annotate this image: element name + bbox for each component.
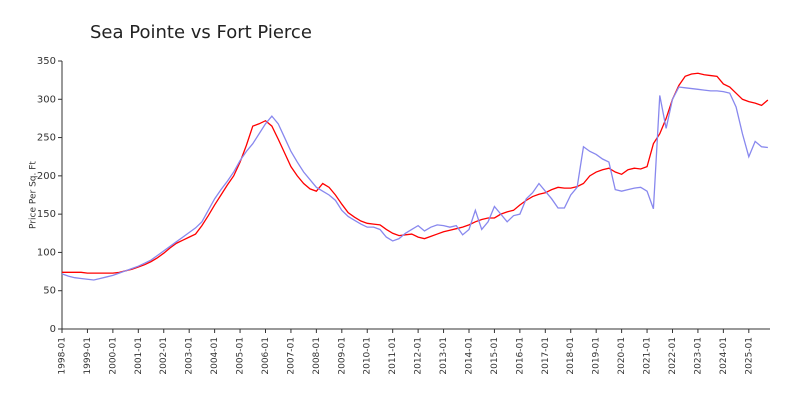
y-tick-label: 150 [37, 209, 56, 220]
y-tick-label: 300 [37, 94, 56, 105]
x-tick-label: 2008-01 [312, 337, 322, 375]
x-tick-label: 2001-01 [134, 337, 144, 375]
series-line [62, 72, 769, 274]
x-tick-label: 2006-01 [261, 337, 271, 375]
y-tick-label: 350 [37, 56, 56, 67]
x-tick-label: 2010-01 [363, 337, 373, 375]
x-tick-label: 2013-01 [439, 337, 449, 375]
x-tick-label: 1999-01 [83, 337, 93, 375]
series-line [61, 86, 768, 281]
x-tick-label: 2000-01 [108, 337, 118, 375]
y-tick-label: 200 [37, 171, 56, 182]
x-tick-label: 2004-01 [210, 337, 220, 375]
x-tick-label: 2025-01 [744, 337, 754, 375]
x-tick-label: 2023-01 [693, 337, 703, 375]
x-tick-label: 2017-01 [541, 337, 551, 375]
y-tick-label: 250 [37, 133, 56, 144]
x-tick-label: 2024-01 [719, 337, 729, 375]
x-tick-label: 2002-01 [159, 337, 169, 375]
y-tick-label: 100 [37, 247, 56, 258]
x-tick-label: 2015-01 [490, 337, 500, 375]
chart-title: Sea Pointe vs Fort Pierce [90, 22, 312, 43]
x-tick-label: 2020-01 [617, 337, 627, 375]
x-tick-label: 2009-01 [337, 337, 347, 375]
x-tick-label: 2003-01 [185, 337, 195, 375]
x-tick-label: 2016-01 [515, 337, 525, 375]
y-axis-label: Price Per Sq. Ft [29, 161, 39, 229]
x-tick-label: 2012-01 [414, 337, 424, 375]
x-tick-label: 2011-01 [388, 337, 398, 375]
x-tick-label: 2005-01 [236, 337, 246, 375]
x-tick-label: 2022-01 [668, 337, 678, 375]
y-tick-label: 50 [43, 286, 56, 297]
y-tick-label: 0 [50, 324, 56, 335]
x-tick-label: 1998-01 [58, 337, 68, 375]
x-tick-label: 2018-01 [566, 337, 576, 375]
x-tick-label: 2021-01 [643, 337, 653, 375]
x-tick-label: 2014-01 [464, 337, 474, 375]
x-tick-label: 2007-01 [286, 337, 296, 375]
x-tick-label: 2019-01 [592, 337, 602, 375]
